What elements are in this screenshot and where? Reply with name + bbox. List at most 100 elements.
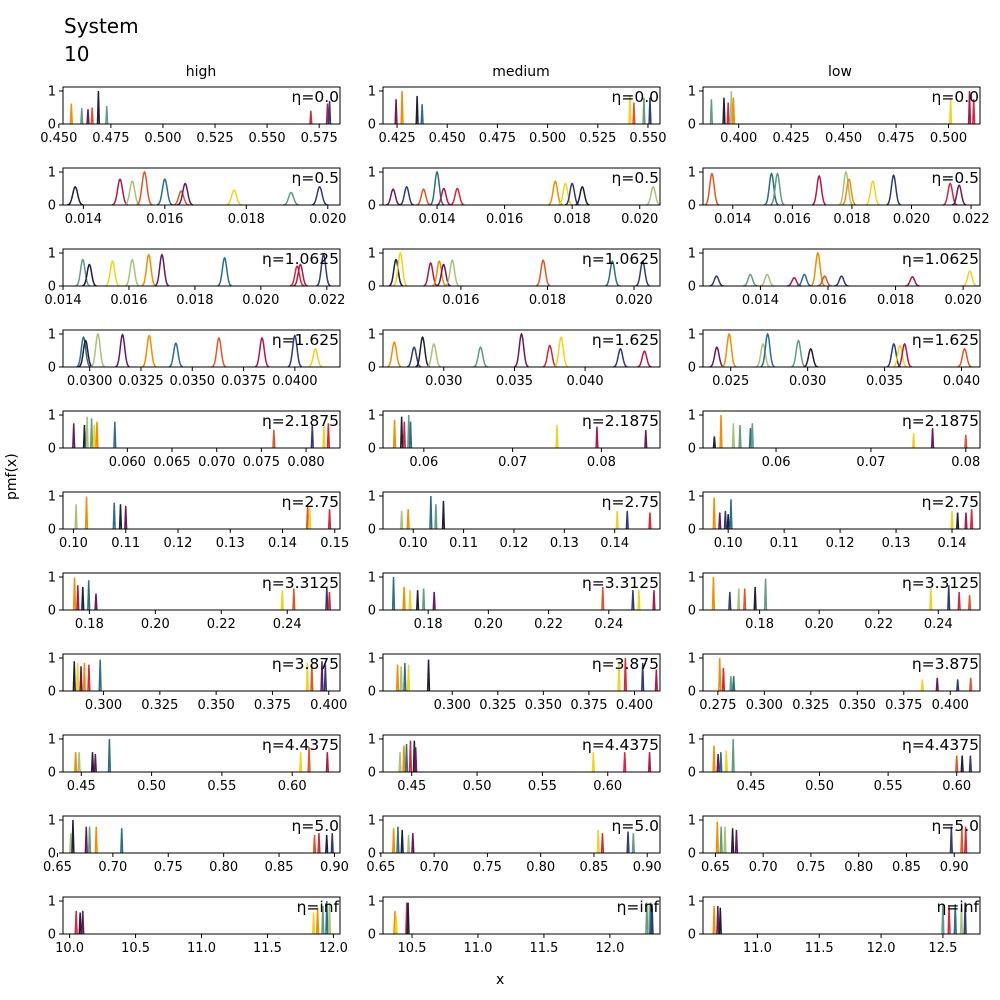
pmf-peak — [613, 347, 628, 368]
pmf-peak — [217, 256, 232, 287]
x-tick-label: 0.18 — [414, 617, 443, 632]
x-tick-label: 0.75 — [796, 860, 825, 875]
pmf-peak — [601, 586, 605, 611]
x-tick-label: 0.475 — [877, 131, 914, 146]
pmf-peak — [436, 187, 451, 206]
x-tick-label: 0.018 — [877, 293, 914, 308]
axes-frame — [382, 815, 661, 854]
pmf-peak — [311, 912, 316, 935]
pmf-peak — [283, 191, 300, 206]
subplot-2-3: 0 1 0.025 0.030 0.035 0.040 η=1.625 — [688, 328, 981, 389]
x-tick-label: 11.0 — [463, 941, 492, 956]
subplot-0-5: 0 1 0.10 0.11 0.12 0.13 0.14 0.15 η=2.75 — [48, 490, 350, 552]
pmf-peak — [951, 184, 967, 206]
x-tick-label: 0.45 — [397, 779, 426, 794]
y-tick-label: 0 — [368, 361, 376, 376]
x-tick-label: 0.020 — [309, 212, 346, 227]
pmf-peak — [388, 258, 404, 287]
x-tick-label: 0.060 — [109, 455, 146, 470]
pmf-peak — [564, 182, 580, 206]
pmf-peak — [726, 102, 730, 125]
y-tick-label: 1 — [48, 328, 56, 343]
pmf-peak — [652, 590, 656, 611]
subplot-1-9: 0 1 0.65 0.70 0.75 0.80 0.85 0.90 η=5.0 — [366, 814, 661, 876]
pmf-peak — [960, 755, 964, 773]
pmf-peak — [555, 424, 559, 449]
x-tick-label: 0.14 — [938, 536, 967, 551]
y-tick-label: 0 — [368, 766, 376, 781]
y-tick-label: 0 — [48, 199, 56, 214]
x-tick-label: 0.65 — [43, 860, 72, 875]
y-tick-label: 0 — [48, 523, 56, 538]
x-tick-label: 12.0 — [595, 941, 624, 956]
y-tick-label: 1 — [368, 652, 376, 667]
x-tick-label: 0.018 — [176, 293, 213, 308]
x-tick-label: 0.375 — [570, 698, 607, 713]
x-tick-label: 0.14 — [600, 536, 629, 551]
pmf-peak — [962, 270, 978, 287]
pmf-peak — [74, 910, 78, 935]
axes-frame — [702, 896, 981, 935]
y-tick-label: 0 — [48, 361, 56, 376]
pmf-peak — [959, 907, 964, 935]
axes-frame — [382, 653, 661, 692]
pmf-peak — [402, 745, 406, 773]
axes-frame — [382, 896, 661, 935]
x-tick-label: 0.300 — [85, 698, 122, 713]
pmf-peak — [141, 253, 157, 287]
y-tick-label: 0 — [368, 847, 376, 862]
subplot-1-6: 0 1 0.18 0.20 0.22 0.24 η=3.3125 — [368, 571, 661, 632]
x-tick-label: 0.022 — [308, 293, 345, 308]
y-tick-label: 0 — [368, 604, 376, 619]
y-tick-label: 1 — [688, 814, 696, 829]
x-tick-label: 0.018 — [833, 212, 870, 227]
pmf-peak — [968, 755, 973, 773]
pmf-peak — [763, 578, 768, 611]
pmf-peak — [327, 509, 332, 530]
pmf-peak — [422, 588, 426, 611]
eta-label: η=2.75 — [922, 493, 979, 511]
pmf-peak — [724, 750, 728, 773]
x-tick-label: 0.12 — [164, 536, 193, 551]
pmf-peak — [648, 97, 652, 125]
pmf-peak — [400, 829, 404, 854]
axes-frame — [62, 410, 341, 449]
pmf-peak — [89, 418, 94, 449]
pmf-peak — [115, 333, 130, 368]
pmf-peak — [737, 588, 741, 611]
subplot-2-1: 0 1 0.014 0.016 0.018 0.020 0.022 η=0.5 — [688, 166, 990, 228]
pmf-peak — [408, 421, 413, 449]
pmf-peak — [94, 826, 98, 854]
y-tick-label: 0 — [368, 280, 376, 295]
pmf-peak — [86, 109, 90, 125]
pmf-peak — [280, 590, 284, 611]
y-tick-label: 1 — [688, 652, 696, 667]
pmf-peak — [441, 500, 446, 530]
pmf-peak — [743, 273, 758, 287]
y-tick-label: 0 — [48, 280, 56, 295]
eta-label: η=5.0 — [612, 817, 659, 835]
pmf-peak — [414, 747, 418, 773]
pmf-peak — [542, 344, 557, 368]
pmf-peak — [287, 334, 303, 368]
x-tick-label: 0.525 — [196, 131, 233, 146]
y-tick-label: 1 — [368, 490, 376, 505]
axes-frame — [702, 572, 981, 611]
y-tick-label: 0 — [48, 604, 56, 619]
pmf-peak — [320, 661, 324, 692]
pmf-peak — [731, 738, 735, 773]
pmf-peak — [929, 588, 933, 611]
y-tick-label: 1 — [368, 895, 376, 910]
eta-label: η=1.0625 — [262, 250, 339, 268]
x-tick-label: 0.85 — [892, 860, 921, 875]
pmf-peak — [75, 662, 80, 692]
pmf-peak — [77, 752, 81, 773]
pmf-peak — [817, 275, 832, 287]
pmf-peak — [76, 585, 80, 611]
pmf-peak — [305, 662, 309, 692]
pmf-peak — [156, 178, 173, 206]
pmf-peak — [605, 260, 620, 287]
x-tick-label: 0.80 — [526, 860, 555, 875]
x-axis-label: x — [496, 972, 505, 988]
pmf-peak — [112, 502, 116, 530]
